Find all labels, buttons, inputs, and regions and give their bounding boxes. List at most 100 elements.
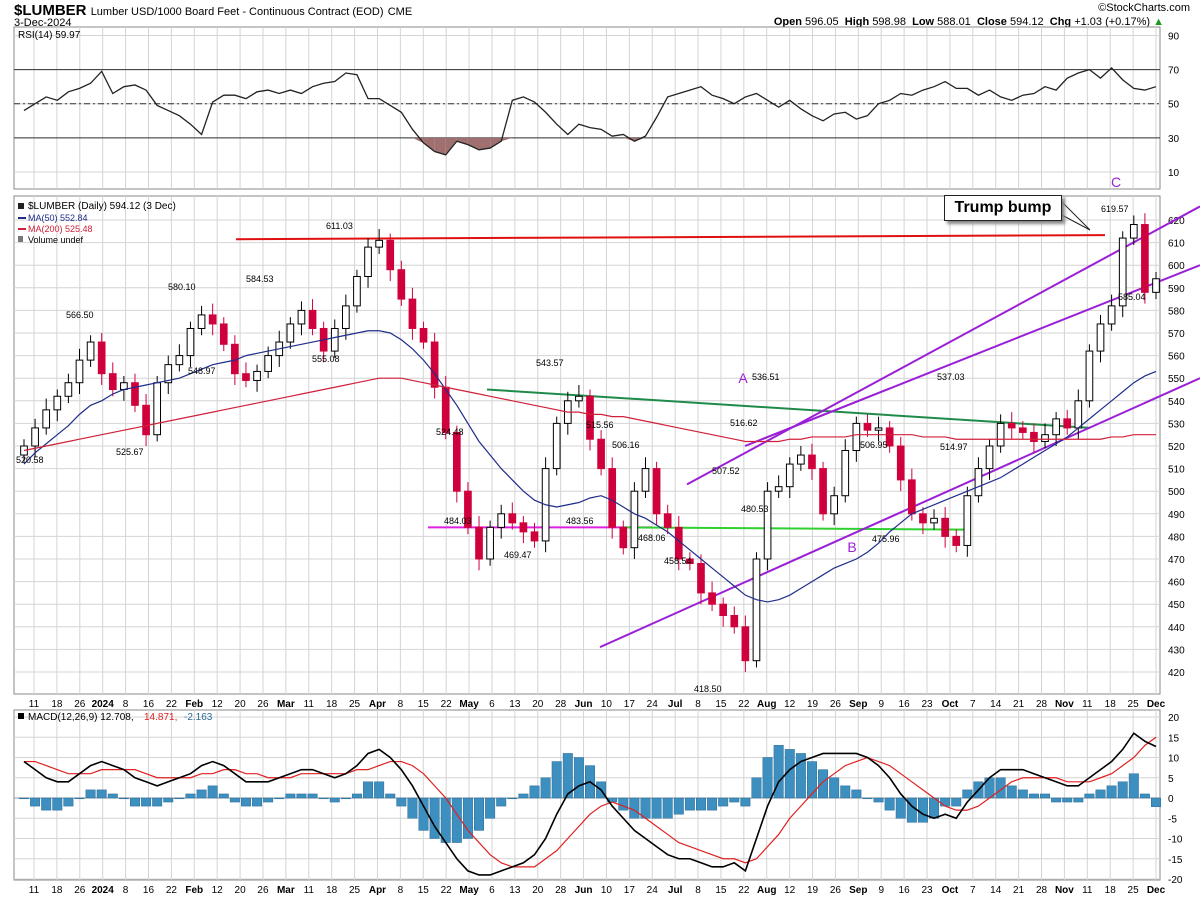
macd-histogram-bar (396, 797, 407, 807)
macd-x-tick-label: 12 (784, 885, 796, 896)
price-candle-body (264, 355, 272, 372)
macd-histogram-bar (1139, 793, 1150, 799)
macd-histogram-bar (30, 797, 41, 807)
watermark: ©StockCharts.com (1098, 2, 1190, 14)
macd-x-tick-label: 15 (715, 885, 727, 896)
macd-histogram-bar (1017, 789, 1028, 799)
macd-histogram-bar (951, 797, 962, 807)
macd-tick-label: -15 (1168, 855, 1183, 866)
macd-histogram-bar (462, 797, 473, 839)
macd-x-tick-label: 16 (143, 885, 155, 896)
price-x-tick-label: 22 (738, 699, 750, 710)
macd-histogram-bar (374, 781, 385, 799)
macd-histogram-bar (85, 789, 96, 799)
macd-x-tick-label: 26 (830, 885, 842, 896)
price-candle-body (597, 438, 605, 470)
price-candle-body (808, 454, 816, 470)
annotation-callout: Trump bump (944, 195, 1062, 221)
macd-tick-label: 10 (1168, 754, 1180, 765)
price-legend-swatch (18, 203, 24, 209)
macd-histogram-bar (63, 797, 74, 807)
macd-histogram-bar (718, 797, 729, 807)
price-candle-body (1041, 434, 1049, 442)
macd-x-tick-label: Nov (1055, 885, 1074, 896)
macd-x-tick-label: 28 (555, 885, 567, 896)
price-candle-body (53, 395, 62, 411)
macd-histogram-bar (1117, 781, 1128, 799)
macd-x-tick-label: 16 (899, 885, 911, 896)
price-x-tick-label: May (459, 699, 479, 710)
rsi-oversold-fill (490, 137, 502, 149)
price-point-label: 515.56 (586, 420, 614, 430)
price-candle-body (253, 370, 261, 381)
price-tick-label: 490 (1168, 510, 1185, 521)
macd-histogram-bar (862, 797, 873, 800)
macd-tick-label: 20 (1168, 713, 1180, 724)
price-x-tick-label: 20 (532, 699, 544, 710)
macd-x-tick-label: Oct (942, 885, 959, 896)
price-tick-label: 540 (1168, 397, 1185, 408)
macd-x-tick-label: 14 (990, 885, 1002, 896)
rsi-tick-label: 90 (1168, 32, 1180, 43)
price-candle-body (486, 526, 494, 560)
macd-histogram-bar (218, 793, 229, 799)
macd-x-tick-label: 22 (738, 885, 750, 896)
price-tick-label: 530 (1168, 419, 1185, 430)
price-candle-body (197, 314, 206, 329)
macd-histogram-bar (1051, 797, 1062, 803)
macd-histogram-bar (829, 777, 840, 799)
price-candle-body (586, 395, 594, 440)
macd-histogram-bar (351, 793, 362, 799)
macd-legend-signal: 14.871, (144, 712, 177, 723)
price-x-tick-label: 19 (807, 699, 819, 710)
rsi-oversold-fill (434, 137, 446, 155)
price-candle-body (619, 526, 628, 549)
price-panel-frame (13, 195, 1161, 695)
macd-histogram-bar (52, 797, 63, 811)
price-candle-body (397, 269, 406, 300)
price-candle-body (364, 246, 372, 277)
price-x-tick-label: 22 (166, 699, 178, 710)
price-point-label: 524.48 (436, 427, 464, 437)
price-tick-label: 480 (1168, 532, 1185, 543)
macd-histogram-bar (240, 797, 251, 807)
open-value: 596.05 (805, 16, 839, 28)
price-point-label: 475.96 (872, 534, 900, 544)
macd-histogram-bar (263, 797, 274, 803)
price-candle-body (996, 422, 1005, 447)
macd-histogram-bar (895, 797, 906, 819)
macd-x-tick-label: 28 (1036, 885, 1048, 896)
price-point-label: 536.51 (752, 372, 780, 382)
price-candle-body (863, 422, 872, 431)
channel-upper-line (686, 205, 1200, 486)
rsi-oversold-fill (467, 137, 480, 150)
rsi-tick-label: 70 (1168, 66, 1180, 77)
price-candle-body (730, 615, 739, 628)
price-x-tick-label: 25 (1128, 699, 1140, 710)
price-x-tick-label: Nov (1055, 699, 1074, 710)
macd-x-tick-label: 19 (807, 885, 819, 896)
price-x-tick-label: 23 (921, 699, 933, 710)
price-point-label: 469.47 (504, 550, 532, 560)
macd-histogram-bar (884, 797, 895, 811)
price-point-label: 468.06 (638, 533, 666, 543)
macd-x-tick-label: Aug (757, 885, 776, 896)
price-candle-body (608, 468, 617, 528)
macd-x-tick-label: Mar (277, 885, 295, 896)
price-x-tick-label: 16 (899, 699, 911, 710)
price-candle-body (641, 468, 650, 492)
macd-histogram-bar (995, 777, 1006, 799)
macd-histogram-bar (196, 789, 207, 799)
price-candle-body (752, 558, 761, 662)
rsi-panel-frame (13, 26, 1161, 190)
price-candle-body (819, 468, 827, 515)
price-candle-body (286, 323, 295, 343)
macd-x-tick-label: 8 (398, 885, 404, 896)
price-candle-body (1063, 418, 1072, 429)
price-point-label: 543.57 (536, 358, 564, 368)
macd-tick-label: 0 (1168, 794, 1174, 805)
price-x-tick-label: 28 (555, 699, 567, 710)
ma200-legend-label: MA(200) 525.48 (28, 224, 93, 234)
price-candle-body (652, 468, 661, 515)
